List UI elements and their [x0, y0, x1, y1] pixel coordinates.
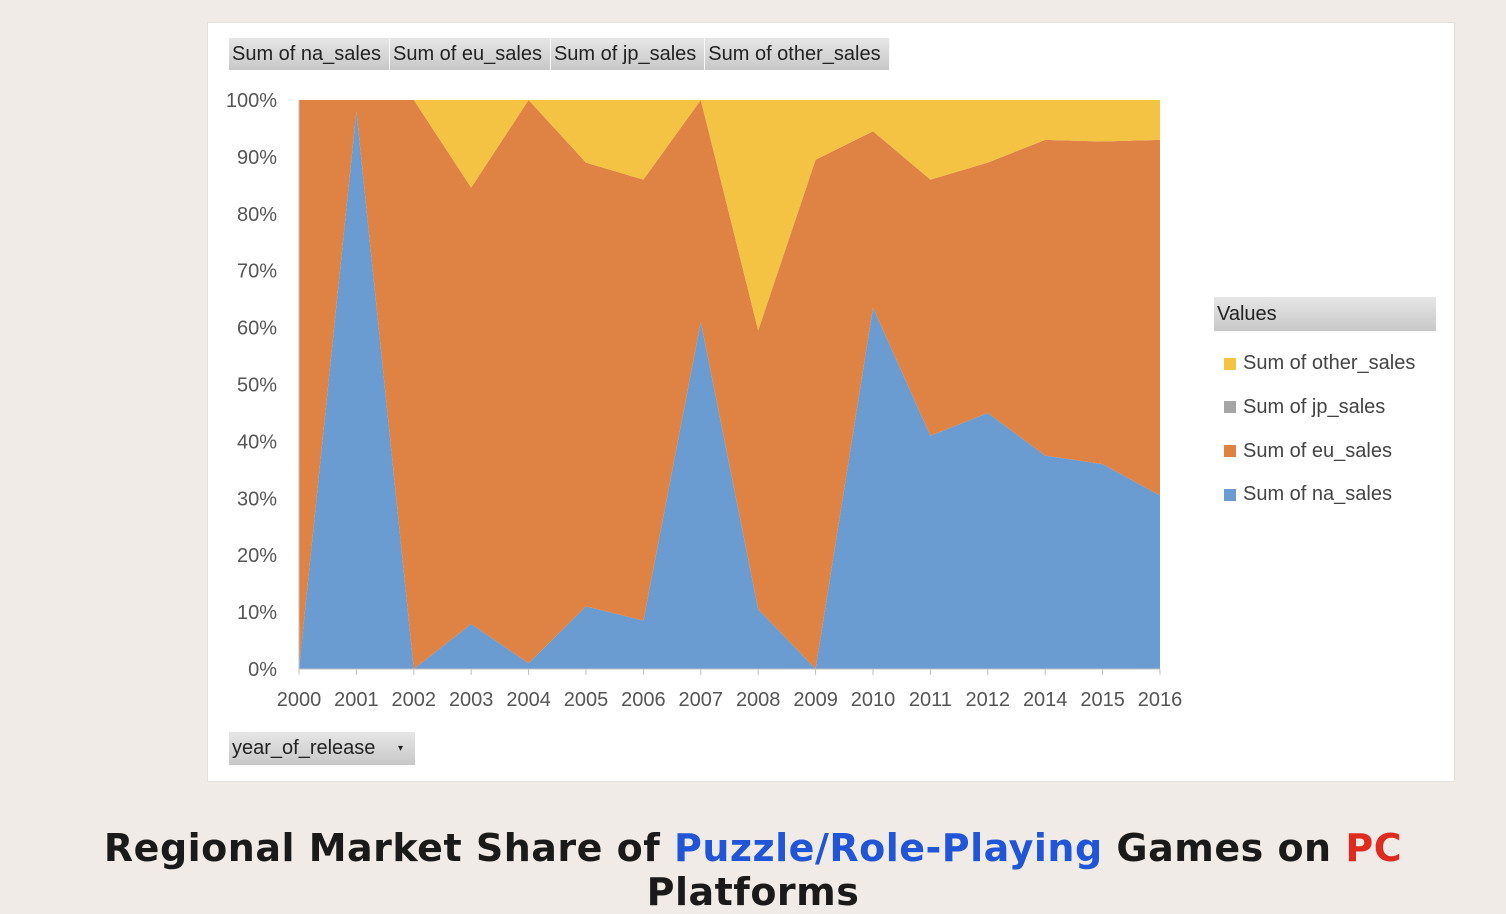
field-button-na-sales[interactable]: Sum of na_sales — [229, 38, 390, 70]
title-platform-highlight: PC — [1345, 826, 1403, 870]
x-tick-label: 2004 — [506, 689, 550, 711]
legend-swatch-na — [1224, 488, 1236, 501]
x-tick-label: 2011 — [909, 689, 952, 711]
legend-item-eu-sales: Sum of eu_sales — [1214, 440, 1436, 462]
chart-card: 0% 10% 20% 30% 40% 50% 60% 70% 80% 90% 100% 2000 200… — [207, 22, 1455, 782]
y-tick-label: 0% — [248, 659, 277, 681]
y-tick-label: 30% — [237, 488, 277, 510]
area-series-na-sales — [299, 111, 1160, 669]
title-part-3: Platforms — [646, 870, 860, 914]
area-series-eu-sales — [299, 100, 1160, 669]
x-tick-label: 2007 — [679, 689, 724, 711]
legend: Values Sum of other_sales Sum of jp_sale… — [1214, 297, 1436, 506]
legend-swatch-eu — [1224, 445, 1236, 458]
filter-label: year_of_release — [232, 737, 376, 759]
area-chart: 0% 10% 20% 30% 40% 50% 60% 70% 80% 90% 100% 2000 200… — [226, 90, 1183, 711]
legend-swatch-other — [1224, 357, 1236, 370]
year-of-release-filter[interactable]: year_of_release ▾ — [229, 732, 415, 765]
y-tick-label: 80% — [237, 204, 277, 226]
field-button-other-sales[interactable]: Sum of other_sales — [705, 38, 890, 70]
x-tick-label: 2000 — [277, 689, 322, 711]
value-field-buttons: Sum of na_sales Sum of eu_sales Sum of j… — [229, 38, 890, 70]
y-tick-label: 50% — [237, 375, 277, 397]
chevron-down-icon[interactable]: ▾ — [397, 743, 403, 754]
y-tick-label: 40% — [237, 431, 277, 453]
x-tick-label: 2002 — [392, 689, 437, 711]
y-tick-label: 60% — [237, 318, 277, 340]
x-tick-label: 2015 — [1080, 689, 1125, 711]
x-tick-label: 2016 — [1138, 689, 1183, 711]
x-tick-label: 2009 — [793, 689, 838, 711]
legend-label-eu: Sum of eu_sales — [1243, 439, 1392, 462]
x-tick-label: 2001 — [334, 689, 379, 711]
y-tick-label: 20% — [237, 545, 277, 567]
x-tick-label: 2010 — [851, 689, 896, 711]
page-title: Regional Market Share of Puzzle/Role-Pla… — [0, 826, 1506, 914]
legend-item-jp-sales: Sum of jp_sales — [1214, 396, 1436, 418]
legend-swatch-jp — [1224, 401, 1236, 414]
title-part-2: Games on — [1102, 826, 1346, 870]
x-tick-label: 2014 — [1023, 689, 1067, 711]
y-tick-label: 90% — [237, 147, 277, 169]
y-tick-label: 10% — [237, 602, 277, 624]
legend-label-na: Sum of na_sales — [1243, 483, 1392, 506]
x-tick-label: 2006 — [621, 689, 666, 711]
area-series-other-sales — [299, 100, 1160, 331]
x-tick-label: 2008 — [736, 689, 781, 711]
x-tick-label: 2003 — [449, 689, 494, 711]
title-part-1: Regional Market Share of — [103, 826, 675, 870]
legend-title: Values — [1214, 297, 1436, 331]
x-tick-label: 2005 — [564, 689, 609, 711]
field-button-eu-sales[interactable]: Sum of eu_sales — [389, 38, 551, 70]
y-tick-label: 100% — [226, 90, 277, 112]
legend-item-other-sales: Sum of other_sales — [1214, 352, 1436, 375]
title-genre-highlight: Puzzle/Role-Playing — [674, 826, 1103, 870]
y-tick-label: 70% — [237, 261, 277, 283]
x-tick-label: 2012 — [966, 689, 1011, 711]
legend-label-jp: Sum of jp_sales — [1243, 395, 1386, 418]
legend-label-other: Sum of other_sales — [1243, 352, 1416, 375]
legend-item-na-sales: Sum of na_sales — [1214, 483, 1436, 506]
field-button-jp-sales[interactable]: Sum of jp_sales — [550, 38, 706, 70]
